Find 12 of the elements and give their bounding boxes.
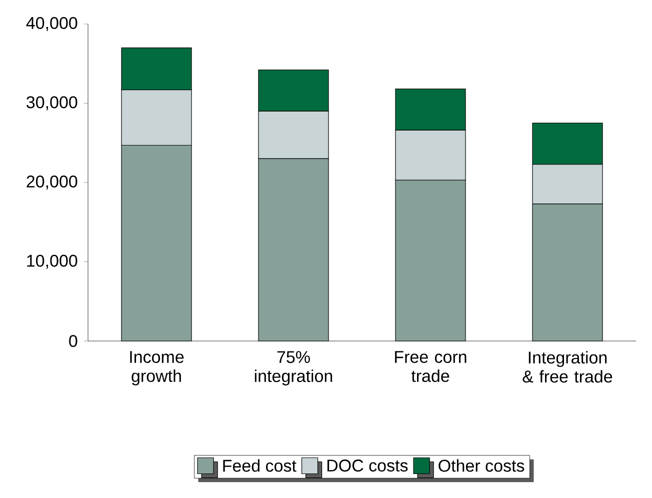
x-tick-label: 75% integration (254, 351, 332, 386)
legend-label: Feed cost (223, 459, 296, 472)
y-tick-label: 30,000 (26, 96, 78, 110)
y-tick-label: 10,000 (27, 254, 78, 269)
y-tick-label: 40,000 (26, 16, 78, 32)
x-tick-label: Integration & free trade (522, 351, 612, 383)
x-tick-label: Free corn trade (395, 351, 466, 382)
y-tick-label: 20,000 (26, 175, 78, 190)
legend-label: Other costs (438, 459, 524, 472)
y-tick-label: 0 (69, 334, 78, 348)
legend-label: DOC costs (327, 460, 408, 472)
x-tick-label: Income growth (130, 351, 184, 386)
